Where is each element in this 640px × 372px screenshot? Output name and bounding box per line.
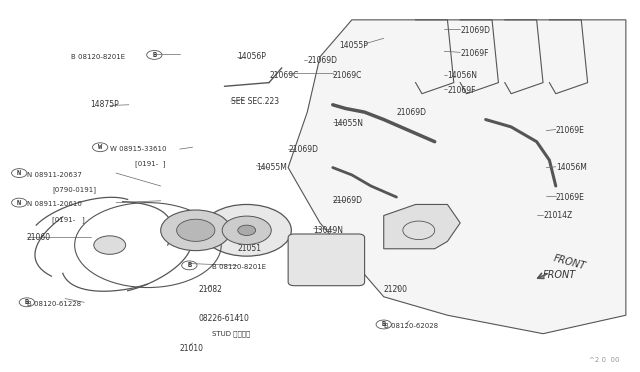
Text: N 08911-20637: N 08911-20637 [27,172,82,178]
Text: B: B [188,262,191,268]
Text: 21069F: 21069F [447,86,476,94]
Text: FRONT: FRONT [552,253,588,272]
Text: STUD スタッド: STUD スタッド [212,330,250,337]
Text: 14055M: 14055M [256,163,287,172]
Text: 21069E: 21069E [556,193,585,202]
Text: 14056N: 14056N [447,71,477,80]
Text: N: N [17,200,21,206]
Text: 14055P: 14055P [339,41,368,50]
Circle shape [238,225,255,235]
Text: 21069D: 21069D [460,26,490,35]
Text: 21069F: 21069F [460,49,489,58]
Text: B: B [25,299,29,305]
Text: 21060: 21060 [27,233,51,242]
Text: 21200: 21200 [384,285,408,294]
Text: 14056P: 14056P [237,52,266,61]
Circle shape [222,216,271,244]
Text: B 08120-8201E: B 08120-8201E [212,264,266,270]
Text: 14055N: 14055N [333,119,363,128]
Text: 21051: 21051 [237,244,261,253]
Text: FRONT: FRONT [543,270,576,280]
Text: 14056M: 14056M [556,163,587,172]
Circle shape [177,219,215,241]
Text: 21082: 21082 [199,285,223,294]
Text: [0790-0191]: [0790-0191] [52,186,97,193]
Text: 08226-61410: 08226-61410 [199,314,250,323]
Text: W: W [98,144,102,150]
Text: 21069C: 21069C [333,71,362,80]
Text: 21069D: 21069D [307,56,337,65]
Text: N: N [17,170,21,176]
Text: 21069D: 21069D [288,145,318,154]
Circle shape [94,236,125,254]
Text: 21069E: 21069E [556,126,585,135]
Polygon shape [288,20,626,334]
Text: B 08120-61228: B 08120-61228 [27,301,81,307]
Text: [0191-   ]: [0191- ] [52,216,85,222]
Text: 13049N: 13049N [314,226,344,235]
Text: W 08915-33610: W 08915-33610 [109,146,166,152]
Text: 21069D: 21069D [333,196,363,205]
Text: 21014Z: 21014Z [543,211,572,220]
Text: B: B [152,52,156,58]
Text: B: B [381,321,386,327]
Text: SEE SEC.223: SEE SEC.223 [231,97,279,106]
Circle shape [161,210,231,251]
Polygon shape [384,205,460,249]
Text: B 08120-62028: B 08120-62028 [384,323,438,329]
Text: 21069C: 21069C [269,71,298,80]
Text: 14875P: 14875P [91,100,119,109]
Circle shape [202,205,291,256]
Text: 21010: 21010 [180,344,204,353]
Text: B 08120-8201E: B 08120-8201E [72,54,125,60]
Text: N 08911-20610: N 08911-20610 [27,202,82,208]
FancyBboxPatch shape [288,234,365,286]
Text: ^2 0  00: ^2 0 00 [589,357,620,363]
Text: 21069D: 21069D [396,108,426,117]
Text: [0191-  ]: [0191- ] [135,160,166,167]
